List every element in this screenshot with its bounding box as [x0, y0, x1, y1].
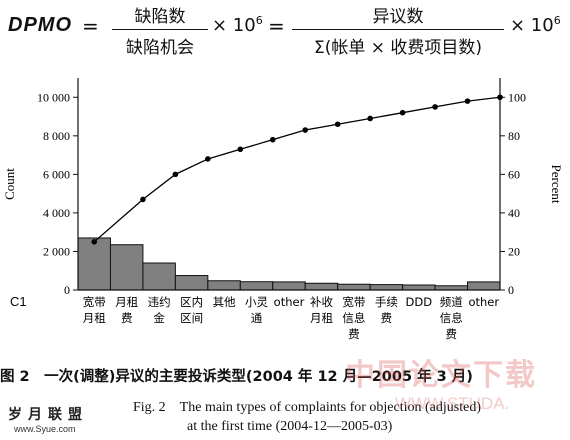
- y2-tick-label: 80: [508, 129, 520, 143]
- formula-equals-2: =: [268, 14, 285, 38]
- fraction-2-numerator: 异议数: [292, 2, 504, 30]
- bar: [142, 262, 176, 291]
- y2-tick-label: 100: [508, 90, 526, 104]
- category-label: 违约金: [148, 295, 171, 325]
- category-label: DDD: [406, 295, 433, 309]
- watermark-text: 中国论文下载: [345, 358, 537, 393]
- category-label: other: [274, 295, 305, 309]
- bar: [467, 281, 501, 291]
- cumulative-point: [334, 121, 341, 128]
- bars-group: [77, 237, 501, 291]
- y-axis-label: Count: [2, 168, 17, 200]
- category-label: 月租费: [115, 295, 138, 325]
- cumulative-point: [399, 109, 406, 116]
- cumulative-point: [205, 156, 211, 162]
- category-label: other: [468, 295, 499, 309]
- formula-multiplier-1: × 106: [212, 14, 263, 36]
- cumulative-point: [367, 115, 373, 122]
- figure-caption-cn: 图 2 一次(调整)异议的主要投诉类型(2004 年 12 月—2005 年 3…: [0, 369, 473, 385]
- cumulative-percent-line: [93, 96, 501, 243]
- dpmo-formula: DPMO = 缺陷数 缺陷机会 × 106 = 异议数 Σ(帐单 × 收费项目数…: [0, 0, 570, 62]
- cumulative-point: [302, 127, 309, 133]
- y2-tick-label: 0: [508, 283, 514, 297]
- formula-lhs: DPMO: [8, 14, 72, 36]
- row-label: C1: [10, 294, 27, 309]
- bar: [369, 284, 404, 291]
- bar: [77, 237, 111, 291]
- figure-caption-en-1: Fig. 2 The main types of complaints for …: [133, 400, 481, 415]
- y-tick-label: 2 000: [43, 244, 70, 258]
- bar: [402, 284, 436, 291]
- fraction-1-numerator: 缺陷数: [112, 2, 208, 30]
- category-label: 补收月租: [310, 295, 333, 325]
- y-tick-label: 8 000: [43, 129, 70, 143]
- cumulative-point: [91, 239, 98, 245]
- bar: [337, 283, 371, 291]
- y-tick-label: 10 000: [37, 90, 70, 104]
- y2-axis-label: Percent: [549, 165, 564, 204]
- category-label: 频道信息费: [440, 295, 463, 341]
- category-label: 宽带信息费: [342, 295, 365, 341]
- category-label: 其他: [213, 295, 236, 309]
- category-label: 宽带月租: [83, 295, 106, 325]
- formula-fraction-1: 缺陷数 缺陷机会: [112, 2, 208, 58]
- formula-multiplier-2: × 106: [510, 14, 561, 36]
- cumulative-line-group: [91, 94, 503, 245]
- y2-tick-label: 60: [508, 167, 520, 181]
- cumulative-point: [269, 136, 276, 143]
- category-label: 手续费: [375, 295, 398, 325]
- cumulative-point: [497, 94, 503, 101]
- site-logo-url: www.Syue.com: [14, 424, 76, 434]
- figure-caption-en-2: at the first time (2004-12—2005-03): [187, 419, 393, 434]
- watermark-url: WWW.STUDA.: [395, 394, 510, 413]
- y2-tick-label: 40: [508, 206, 520, 220]
- bar: [239, 281, 274, 291]
- bar: [207, 280, 241, 291]
- cumulative-point: [172, 171, 179, 178]
- y-tick-label: 0: [64, 283, 70, 297]
- bar: [304, 282, 339, 291]
- bar: [174, 275, 209, 291]
- category-label: 区内区间: [180, 295, 203, 325]
- cumulative-point: [140, 196, 146, 203]
- cumulative-point: [432, 104, 438, 110]
- category-label: 小灵通: [245, 295, 268, 325]
- bar: [272, 281, 306, 291]
- site-logo: 岁月联盟: [8, 407, 88, 423]
- cumulative-point: [237, 146, 244, 153]
- formula-fraction-2: 异议数 Σ(帐单 × 收费项目数): [292, 2, 504, 58]
- y-tick-label: 4 000: [43, 206, 70, 220]
- axes-group: 0 2 000 4 000 6 000 8 000 10 000 0 20 40 60 80 100 C…: [2, 78, 564, 297]
- bar: [434, 285, 469, 291]
- pareto-chart: 0 2 000 4 000 6 000 8 000 10 000 0 20 40 60 80 100 C…: [2, 78, 564, 341]
- bar: [109, 244, 144, 291]
- formula-equals: =: [82, 14, 99, 38]
- fraction-1-denominator: 缺陷机会: [126, 38, 194, 58]
- y2-tick-label: 20: [508, 244, 520, 258]
- cumulative-point: [464, 98, 471, 104]
- y-tick-label: 6 000: [43, 167, 70, 181]
- fraction-2-denominator: Σ(帐单 × 收费项目数): [313, 38, 483, 58]
